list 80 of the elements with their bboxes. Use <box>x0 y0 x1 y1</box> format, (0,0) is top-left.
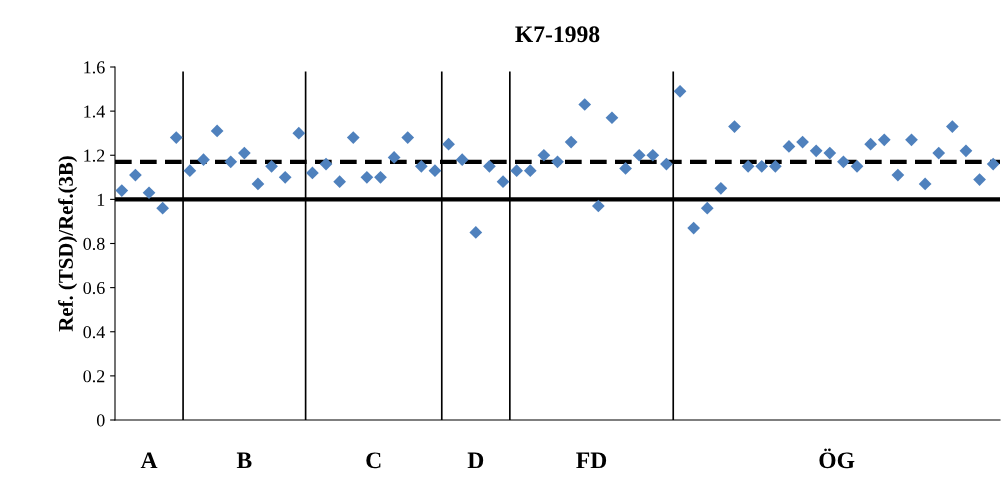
point <box>469 226 483 239</box>
text: A <box>140 452 158 469</box>
point <box>537 148 551 162</box>
point <box>455 153 469 167</box>
y-axis-title: Ref. (TSD)/Ref.(3B) <box>58 156 78 332</box>
point <box>918 177 932 191</box>
point <box>823 146 837 160</box>
text: B <box>236 452 252 469</box>
point <box>428 164 442 178</box>
point <box>864 137 878 151</box>
point <box>646 148 660 162</box>
y-tick-label: 1.4 <box>84 105 105 118</box>
text: ÖG <box>819 448 855 469</box>
point <box>292 126 306 140</box>
point <box>755 159 769 173</box>
point <box>483 159 496 173</box>
point <box>660 157 673 171</box>
point <box>973 173 986 186</box>
point <box>687 221 701 235</box>
point <box>360 170 374 184</box>
point <box>945 120 959 133</box>
point <box>700 201 714 215</box>
y-tick-label: 1 <box>97 193 105 206</box>
point <box>959 144 973 158</box>
point <box>278 170 292 184</box>
point <box>115 184 129 197</box>
point <box>129 168 142 182</box>
point <box>374 170 387 184</box>
y-tick-label: 0.8 <box>83 237 105 251</box>
point <box>306 166 319 180</box>
y-tick-label: 0.2 <box>83 370 105 383</box>
y-tick-label: 1.6 <box>84 61 105 74</box>
point <box>714 181 728 195</box>
point <box>619 162 632 175</box>
point <box>877 133 891 147</box>
point <box>551 155 564 169</box>
point <box>809 144 823 158</box>
point <box>237 146 251 160</box>
y-tick-label: 0.6 <box>83 281 105 295</box>
point <box>142 186 156 200</box>
point <box>605 111 619 125</box>
point <box>442 137 455 151</box>
point <box>741 159 755 173</box>
point <box>251 177 265 191</box>
point <box>156 201 170 215</box>
point <box>632 148 646 162</box>
point <box>728 120 741 133</box>
point <box>496 175 510 189</box>
point <box>932 146 946 160</box>
point <box>319 157 333 171</box>
point <box>891 168 905 182</box>
point <box>197 153 210 167</box>
point <box>837 155 850 169</box>
y-tick-label: 1.2 <box>84 149 105 162</box>
point <box>850 159 864 173</box>
point <box>346 131 360 144</box>
point <box>986 157 1000 171</box>
point <box>224 155 238 169</box>
point <box>210 124 224 138</box>
point <box>578 98 592 111</box>
point <box>387 151 401 164</box>
point <box>591 199 605 213</box>
text: D <box>467 452 484 469</box>
point <box>183 164 197 178</box>
y-tick-label: 0 <box>96 414 105 427</box>
text: FD <box>576 452 607 469</box>
point <box>768 159 782 173</box>
text: C <box>366 452 381 469</box>
point <box>564 135 578 149</box>
point <box>673 84 687 98</box>
point <box>401 131 415 144</box>
point <box>169 131 183 144</box>
chart-title: K7-1998 <box>515 26 600 43</box>
point <box>510 164 524 178</box>
point <box>265 159 278 173</box>
point <box>905 133 918 147</box>
point <box>523 164 537 178</box>
point <box>333 175 347 189</box>
y-tick-label: 0.4 <box>83 326 105 339</box>
point <box>414 159 428 173</box>
